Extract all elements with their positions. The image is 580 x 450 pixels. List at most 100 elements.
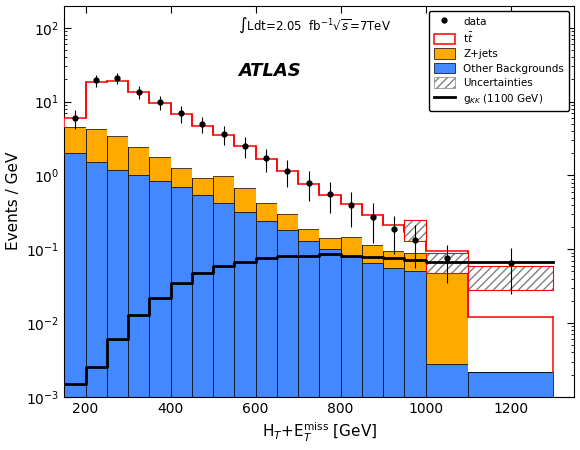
t$\bar{t}$: [61, 115, 68, 121]
g$_{KK}$ (1100 GeV): [103, 365, 110, 370]
g$_{KK}$ (1100 GeV): [380, 254, 387, 260]
g$_{KK}$ (1100 GeV): [550, 259, 557, 264]
t$\bar{t}$: [295, 168, 302, 174]
Bar: [298, 229, 320, 241]
t$\bar{t}$: [422, 229, 429, 234]
Bar: [298, 241, 320, 450]
t$\bar{t}$: [422, 248, 429, 253]
t$\bar{t}$: [125, 78, 132, 84]
g$_{KK}$ (1100 GeV): [401, 257, 408, 262]
Bar: [468, 372, 553, 450]
g$_{KK}$ (1100 GeV): [167, 280, 174, 286]
g$_{KK}$ (1100 GeV): [358, 253, 365, 258]
t$\bar{t}$: [295, 181, 302, 186]
t$\bar{t}$: [209, 123, 216, 128]
Legend: data, t$\bar{t}$, Z+jets, Other Backgrounds, Uncertainties, g$_{KK}$ (1100 GeV): data, t$\bar{t}$, Z+jets, Other Backgrou…: [429, 11, 569, 111]
Text: ATLAS: ATLAS: [238, 62, 300, 80]
Bar: [107, 136, 128, 170]
t$\bar{t}$: [273, 168, 280, 174]
t$\bar{t}$: [380, 222, 387, 227]
t$\bar{t}$: [167, 112, 174, 117]
g$_{KK}$ (1100 GeV): [146, 312, 153, 317]
Bar: [234, 212, 256, 450]
t$\bar{t}$: [465, 248, 472, 253]
t$\bar{t}$: [82, 115, 89, 121]
t$\bar{t}$: [337, 202, 344, 207]
t$\bar{t}$: [167, 100, 174, 106]
t$\bar{t}$: [273, 156, 280, 162]
t$\bar{t}$: [401, 229, 408, 234]
Bar: [234, 188, 256, 212]
Y-axis label: Events / GeV: Events / GeV: [6, 152, 20, 250]
Bar: [128, 147, 149, 176]
g$_{KK}$ (1100 GeV): [337, 252, 344, 257]
g$_{KK}$ (1100 GeV): [82, 381, 89, 387]
t$\bar{t}$: [146, 100, 153, 106]
g$_{KK}$ (1100 GeV): [422, 257, 429, 262]
g$_{KK}$ (1100 GeV): [465, 259, 472, 264]
t$\bar{t}$: [103, 78, 110, 84]
Text: $\int$Ldt=2.05  fb$^{-1}$$\sqrt{s}$=7TeV: $\int$Ldt=2.05 fb$^{-1}$$\sqrt{s}$=7TeV: [238, 15, 391, 35]
g$_{KK}$ (1100 GeV): [295, 254, 302, 259]
Bar: [213, 176, 234, 203]
t$\bar{t}$: [550, 314, 557, 319]
g$_{KK}$ (1100 GeV): [61, 381, 68, 387]
g$_{KK}$ (1100 GeV): [231, 259, 238, 264]
t$\bar{t}$: [337, 193, 344, 198]
g$_{KK}$ (1100 GeV): [209, 263, 216, 268]
t$\bar{t}$: [316, 193, 323, 198]
Bar: [277, 230, 298, 450]
t$\bar{t}$: [465, 314, 472, 319]
g$_{KK}$ (1100 GeV): [252, 259, 259, 264]
Bar: [383, 251, 404, 268]
t$\bar{t}$: [401, 222, 408, 227]
Bar: [277, 214, 298, 230]
g$_{KK}$ (1100 GeV): [103, 337, 110, 342]
Bar: [404, 220, 426, 241]
Bar: [256, 203, 277, 221]
g$_{KK}$ (1100 GeV): [380, 256, 387, 261]
g$_{KK}$ (1100 GeV): [465, 259, 472, 264]
Bar: [320, 249, 340, 450]
g$_{KK}$ (1100 GeV): [167, 295, 174, 301]
Bar: [404, 253, 426, 271]
Bar: [149, 180, 171, 450]
Bar: [128, 176, 149, 450]
g$_{KK}$ (1100 GeV): [316, 253, 323, 258]
t$\bar{t}$: [252, 156, 259, 162]
Bar: [340, 256, 362, 450]
Bar: [320, 238, 340, 249]
g$_{KK}$ (1100 GeV): [82, 365, 89, 370]
t$\bar{t}$: [380, 212, 387, 218]
t$\bar{t}$: [231, 132, 238, 137]
Bar: [468, 266, 553, 290]
g$_{KK}$ (1100 GeV): [358, 254, 365, 260]
t$\bar{t}$: [358, 202, 365, 207]
t$\bar{t}$: [103, 80, 110, 85]
Bar: [213, 203, 234, 450]
g$_{KK}$ (1100 GeV): [125, 312, 132, 317]
Bar: [383, 268, 404, 450]
Bar: [192, 194, 213, 450]
g$_{KK}$ (1100 GeV): [401, 256, 408, 261]
t$\bar{t}$: [82, 80, 89, 85]
t$\bar{t}$: [125, 90, 132, 95]
Bar: [64, 127, 85, 153]
g$_{KK}$ (1100 GeV): [188, 280, 195, 286]
g$_{KK}$ (1100 GeV): [146, 295, 153, 301]
Bar: [404, 271, 426, 450]
Bar: [171, 187, 192, 450]
Bar: [362, 263, 383, 450]
g$_{KK}$ (1100 GeV): [273, 254, 280, 259]
Bar: [426, 257, 468, 364]
g$_{KK}$ (1100 GeV): [125, 337, 132, 342]
Line: t$\bar{t}$: t$\bar{t}$: [64, 81, 553, 317]
t$\bar{t}$: [209, 132, 216, 137]
t$\bar{t}$: [358, 212, 365, 218]
t$\bar{t}$: [252, 144, 259, 149]
Bar: [64, 153, 85, 450]
Bar: [85, 129, 107, 162]
Bar: [85, 162, 107, 450]
g$_{KK}$ (1100 GeV): [231, 263, 238, 268]
t$\bar{t}$: [231, 144, 238, 149]
